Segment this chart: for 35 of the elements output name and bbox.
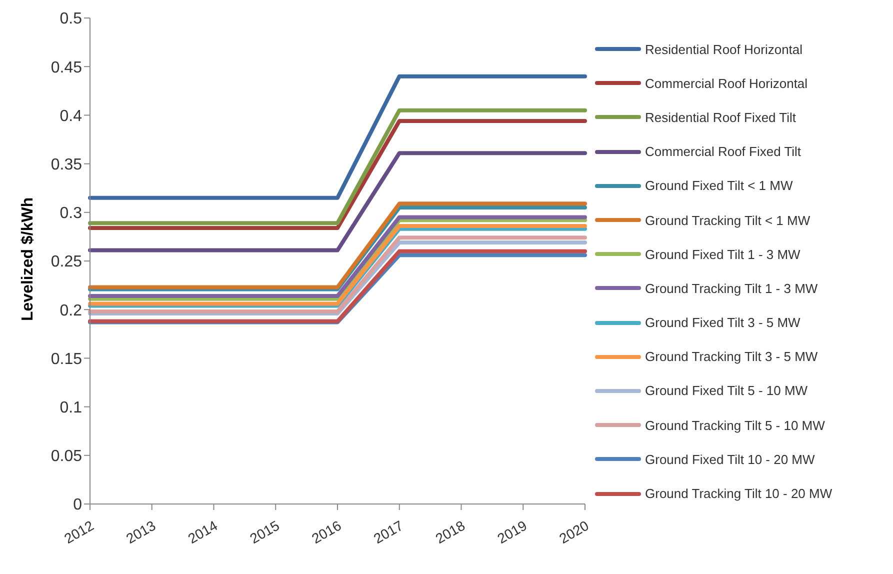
legend-label: Ground Tracking Tilt 10 - 20 MW: [645, 486, 832, 502]
x-tick-label: 2020: [556, 517, 592, 547]
y-tick-label: 0.3: [60, 205, 82, 222]
y-tick-label: 0.45: [50, 59, 82, 76]
x-tick-label: 2012: [61, 517, 97, 547]
x-tick-label: 2015: [247, 517, 282, 547]
y-tick-label: 0.5: [60, 10, 82, 28]
legend-label: Ground Fixed Tilt 1 - 3 MW: [645, 246, 800, 262]
legend-label: Ground Fixed Tilt < 1 MW: [645, 178, 793, 194]
x-tick-label: 2016: [308, 517, 344, 547]
y-tick-label: 0: [73, 496, 82, 514]
y-tick-label: 0.25: [50, 254, 82, 271]
y-axis-title: Levelized $/kWh: [20, 197, 37, 321]
x-tick-label: 2019: [494, 517, 530, 547]
x-tick-label: 2014: [185, 517, 220, 547]
legend-label: Ground Tracking Tilt 5 - 10 MW: [645, 418, 825, 433]
y-tick-label: 0.05: [50, 448, 82, 466]
legend-label: Ground Fixed Tilt 10 - 20 MW: [645, 452, 815, 467]
legend-label: Commercial Roof Fixed Tilt: [645, 144, 802, 160]
y-tick-label: 0.4: [60, 108, 82, 125]
legend-label: Ground Tracking Tilt < 1 MW: [645, 212, 810, 228]
legend-label: Ground Tracking Tilt 3 - 5 MW: [645, 349, 818, 364]
x-tick-label: 2013: [123, 517, 158, 547]
y-tick-label: 0.1: [60, 399, 82, 416]
x-tick-label: 2017: [370, 517, 406, 547]
y-tick-label: 0.2: [60, 302, 82, 320]
y-tick-label: 0.15: [50, 350, 82, 368]
legend-label: Residential Roof Horizontal: [645, 42, 803, 57]
legend-label: Ground Tracking Tilt 1 - 3 MW: [645, 280, 818, 296]
legend-label: Ground Fixed Tilt 3 - 5 MW: [645, 315, 800, 330]
y-tick-label: 0.35: [50, 156, 82, 174]
legend-label: Ground Fixed Tilt 5 - 10 MW: [645, 383, 808, 398]
legend-label: Commercial Roof Horizontal: [645, 76, 808, 91]
legend-label: Residential Roof Fixed Tilt: [645, 110, 796, 125]
x-tick-label: 2018: [432, 517, 468, 547]
